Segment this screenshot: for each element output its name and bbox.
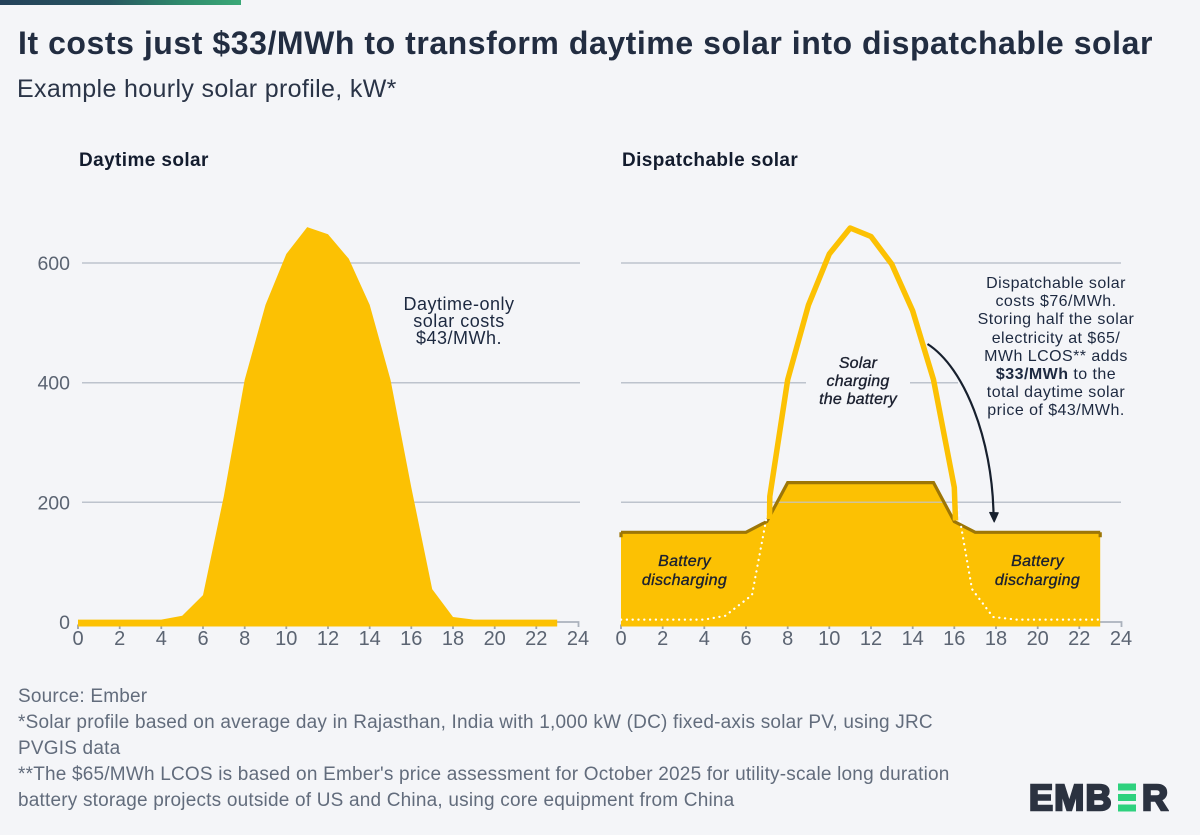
svg-text:12: 12 <box>317 628 339 650</box>
svg-text:22: 22 <box>525 628 547 650</box>
svg-text:0: 0 <box>72 628 83 650</box>
svg-text:10: 10 <box>275 628 297 650</box>
svg-text:18: 18 <box>442 628 464 650</box>
svg-text:0: 0 <box>615 628 626 650</box>
svg-text:14: 14 <box>902 628 924 650</box>
svg-text:4: 4 <box>699 628 710 650</box>
svg-text:6: 6 <box>197 628 208 650</box>
svg-text:18: 18 <box>985 628 1007 650</box>
svg-text:R: R <box>1142 780 1168 814</box>
svg-text:20: 20 <box>1027 628 1049 650</box>
svg-text:400: 400 <box>37 373 70 395</box>
svg-text:12: 12 <box>860 628 882 650</box>
svg-text:6: 6 <box>740 628 751 650</box>
svg-text:14: 14 <box>359 628 381 650</box>
svg-text:8: 8 <box>239 628 250 650</box>
svg-text:2: 2 <box>657 628 668 650</box>
svg-text:600: 600 <box>37 253 70 275</box>
svg-text:0: 0 <box>59 612 70 634</box>
svg-text:24: 24 <box>567 628 589 650</box>
svg-text:8: 8 <box>782 628 793 650</box>
svg-text:200: 200 <box>37 492 70 514</box>
svg-text:EMB: EMB <box>1029 780 1113 814</box>
svg-text:2: 2 <box>114 628 125 650</box>
svg-text:4: 4 <box>156 628 167 650</box>
svg-text:10: 10 <box>818 628 840 650</box>
svg-text:20: 20 <box>484 628 506 650</box>
svg-text:22: 22 <box>1068 628 1090 650</box>
svg-text:16: 16 <box>943 628 965 650</box>
svg-text:16: 16 <box>400 628 422 650</box>
svg-text:24: 24 <box>1110 628 1132 650</box>
